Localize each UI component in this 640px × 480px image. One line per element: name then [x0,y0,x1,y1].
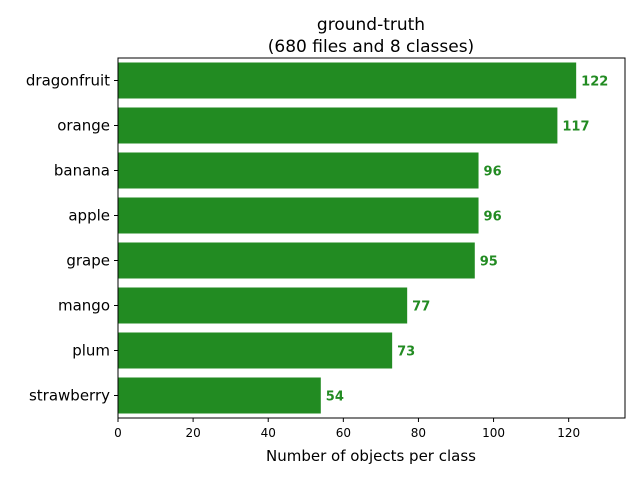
bar-plum [118,332,393,369]
value-label-grape: 95 [480,255,498,270]
bar-apple [118,197,479,234]
bar-banana [118,152,479,189]
value-label-orange: 117 [562,120,589,135]
x-tick-label-80: 80 [411,426,426,440]
value-label-banana: 96 [484,165,502,180]
value-label-mango: 77 [412,300,430,315]
bar-orange [118,107,558,144]
bar-grape [118,242,475,279]
x-ticks-group: dragonfruit orange banana apple grape mango pl… [26,72,580,441]
plot-frame [117,57,626,419]
x-tick-label-100: 100 [482,426,505,440]
value-label-plum: 73 [397,345,415,360]
category-label-apple: apple [68,207,110,225]
category-label-plum: plum [72,342,110,360]
bar-strawberry [118,377,321,414]
value-label-dragonfruit: 122 [581,75,608,90]
x-tick-label-40: 40 [261,426,276,440]
category-label-dragonfruit: dragonfruit [26,72,110,90]
value-label-strawberry: 54 [326,390,344,405]
chart-title: ground-truth [317,15,425,35]
x-tick-label-60: 60 [336,426,351,440]
category-label-orange: orange [57,117,110,135]
bar-dragonfruit [118,62,577,99]
bars-group: 122 117 96 96 95 77 73 54 [118,62,608,414]
category-label-mango: mango [58,297,110,315]
x-tick-label-0: 0 [114,426,122,440]
bar-mango [118,287,408,324]
x-tick-label-120: 120 [557,426,580,440]
category-label-grape: grape [66,252,110,270]
chart-subtitle: (680 files and 8 classes) [268,37,474,57]
category-label-strawberry: strawberry [29,387,110,405]
value-label-apple: 96 [484,210,502,225]
category-label-banana: banana [54,162,110,180]
x-axis-label: Number of objects per class [266,447,476,465]
x-tick-label-20: 20 [185,426,200,440]
